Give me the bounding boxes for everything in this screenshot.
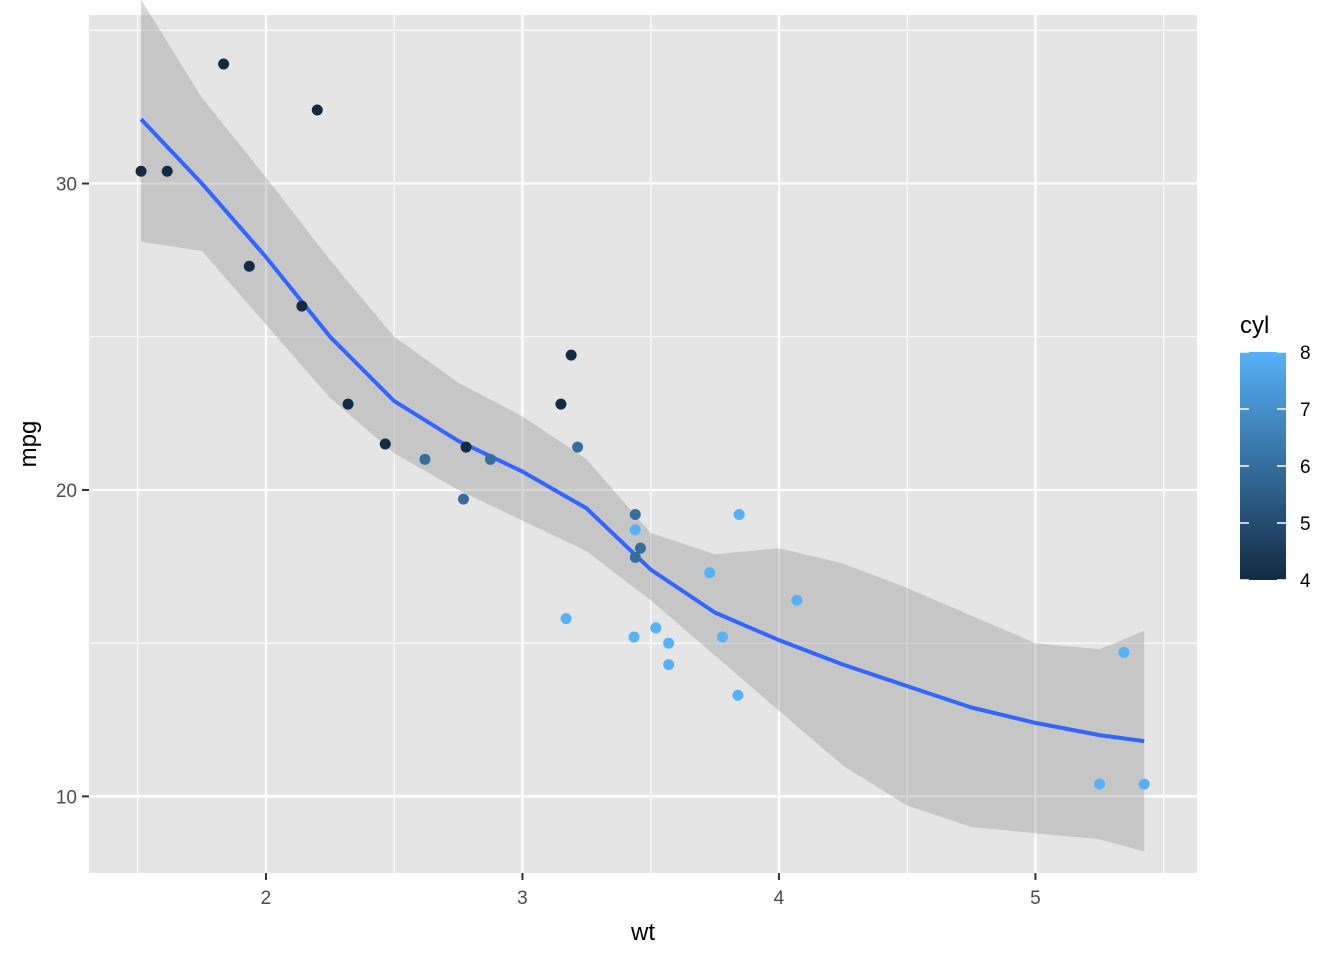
data-point (1118, 646, 1130, 658)
data-point (565, 349, 577, 361)
confidence-band-area (141, 0, 1145, 852)
x-tick-label: 2 (261, 888, 272, 909)
data-point (650, 622, 662, 634)
legend-ticks: 4 5 6 7 8 (1240, 343, 1311, 592)
data-point (1138, 778, 1150, 790)
y-tick-label: 10 (56, 787, 77, 808)
data-point (419, 453, 431, 465)
x-axis: 2 3 4 5 (261, 873, 1041, 909)
x-tick-label: 4 (774, 888, 785, 909)
data-point (379, 438, 391, 450)
y-axis: 10 20 30 (56, 175, 89, 808)
data-point (457, 493, 469, 505)
y-axis-title: mpg (15, 421, 42, 468)
data-point (663, 637, 675, 649)
data-point (135, 165, 147, 177)
data-point (243, 260, 255, 272)
minor-gridlines (89, 15, 1197, 873)
y-tick-label: 30 (56, 175, 77, 196)
data-point (484, 453, 496, 465)
data-point (629, 551, 641, 563)
data-point (663, 659, 675, 671)
data-point (791, 594, 803, 606)
data-point (704, 567, 716, 579)
legend-tick-label: 8 (1300, 343, 1311, 364)
legend-tick-label: 6 (1300, 457, 1311, 478)
legend-tick-label: 5 (1300, 514, 1311, 535)
smooth-line (139, 117, 1145, 744)
legend-title: cyl (1240, 312, 1269, 339)
data-point (555, 398, 567, 410)
data-point (218, 58, 230, 70)
data-point (296, 300, 308, 312)
legend-tick-label: 7 (1300, 400, 1311, 421)
smooth-line-group (139, 117, 1145, 744)
data-point (634, 542, 646, 554)
confidence-band (141, 0, 1145, 852)
x-tick-label: 5 (1030, 888, 1041, 909)
data-point (311, 104, 323, 116)
data-point (732, 689, 744, 701)
data-point (460, 441, 472, 453)
data-point (161, 165, 173, 177)
major-gridlines (89, 15, 1197, 873)
data-points (135, 58, 1150, 790)
data-point (1094, 778, 1106, 790)
data-point (629, 524, 641, 536)
data-point (342, 398, 354, 410)
x-axis-title: wt (630, 919, 655, 946)
data-point (628, 631, 640, 643)
color-legend: cyl 4 5 6 7 8 (1240, 312, 1311, 592)
x-tick-label: 3 (517, 888, 528, 909)
data-point (572, 441, 584, 453)
data-point (717, 631, 729, 643)
data-point (629, 508, 641, 520)
data-point (733, 508, 745, 520)
y-tick-label: 20 (56, 481, 77, 502)
panel-background (89, 15, 1197, 873)
legend-tick-label: 4 (1300, 571, 1311, 592)
data-point (560, 613, 572, 625)
